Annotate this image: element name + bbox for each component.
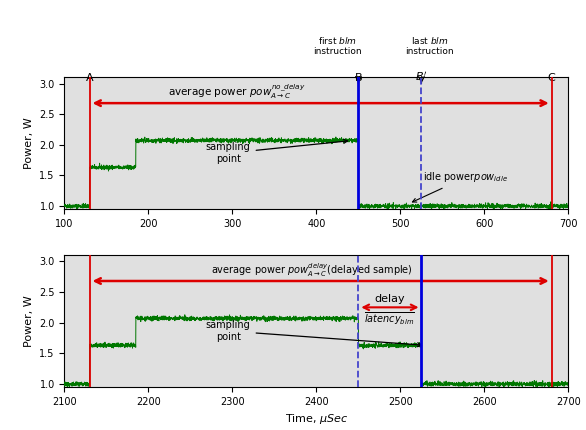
Text: average power $pow_{A\rightarrow C}^{no\_delay}$: average power $pow_{A\rightarrow C}^{no\… <box>168 83 305 101</box>
X-axis label: Time, $\mu Sec$: Time, $\mu Sec$ <box>285 412 348 426</box>
Text: C: C <box>548 73 556 83</box>
Text: sampling
point: sampling point <box>206 139 347 164</box>
Y-axis label: Power, W: Power, W <box>23 117 33 169</box>
Text: delay: delay <box>374 294 406 304</box>
Text: first $blm$
instruction: first $blm$ instruction <box>313 34 362 56</box>
Y-axis label: Power, W: Power, W <box>23 295 33 347</box>
Text: last $blm$
instruction: last $blm$ instruction <box>405 34 454 56</box>
Text: sampling
point: sampling point <box>206 320 421 347</box>
Text: B: B <box>355 73 362 83</box>
Text: idle power$pow_{idle}$: idle power$pow_{idle}$ <box>413 170 509 202</box>
Text: A: A <box>86 73 94 83</box>
Text: $\overline{latency_{blm}}$: $\overline{latency_{blm}}$ <box>364 310 415 327</box>
Text: average power $pow_{A\rightarrow C}^{delay}$(delayed sample): average power $pow_{A\rightarrow C}^{del… <box>212 261 413 279</box>
Text: $B'$: $B'$ <box>415 70 428 83</box>
